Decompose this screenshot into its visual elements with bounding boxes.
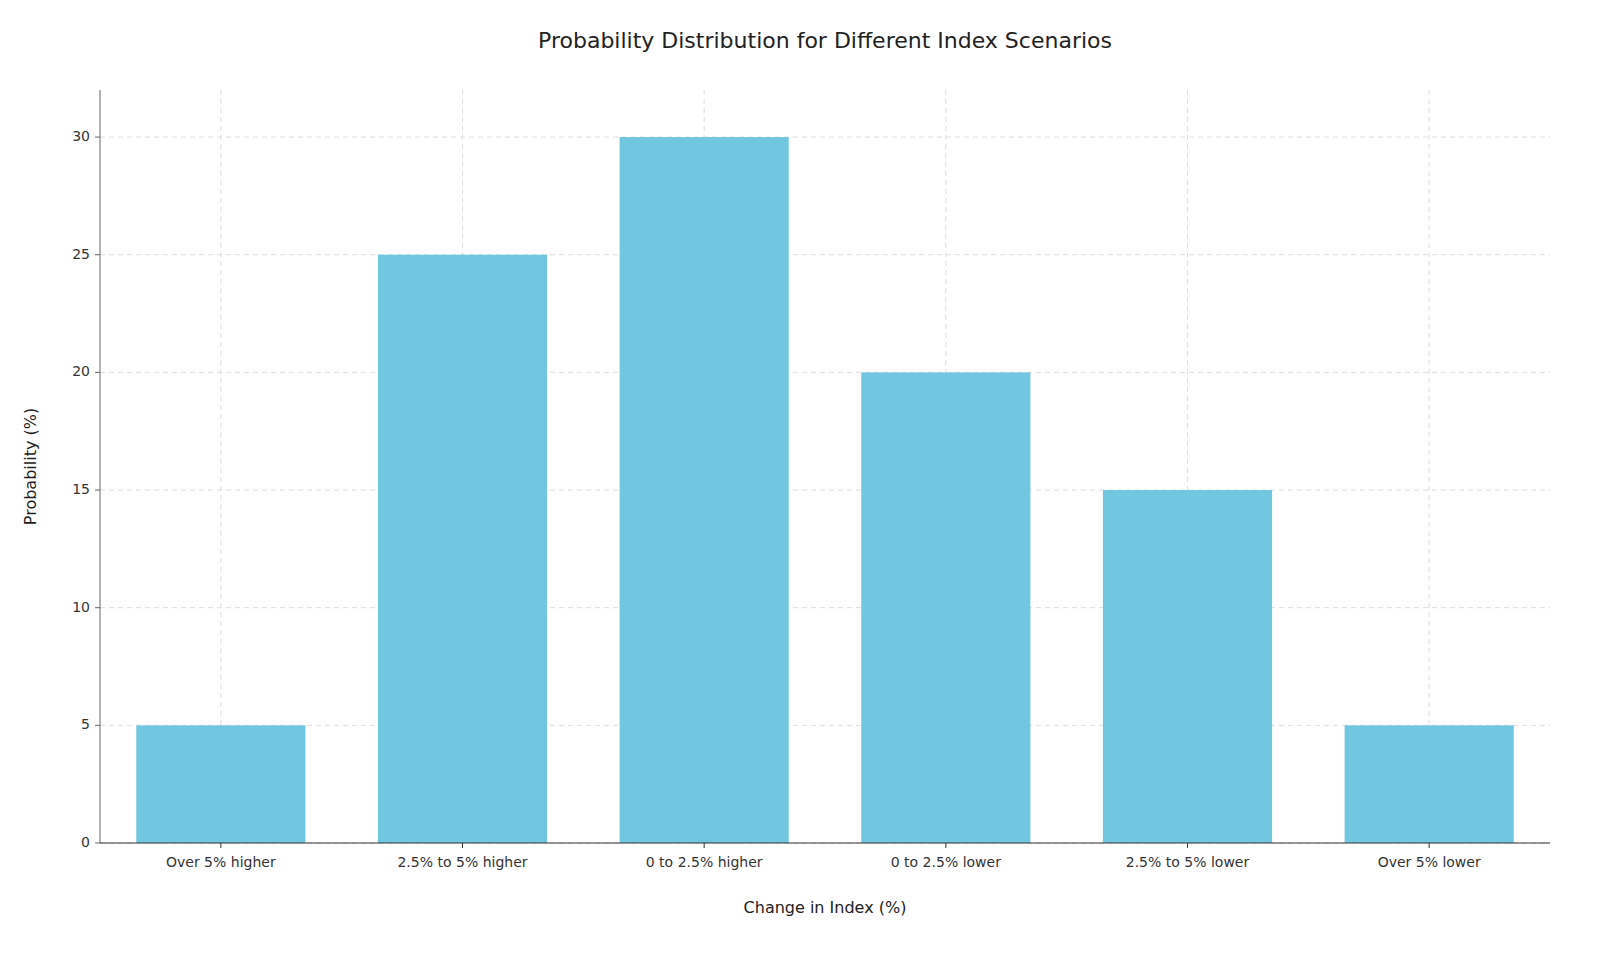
y-tick — [95, 843, 100, 844]
grid-line — [100, 725, 1550, 726]
x-tick-label: 0 to 2.5% higher — [646, 854, 763, 870]
grid-line — [100, 137, 1550, 138]
bar — [620, 137, 789, 843]
grid-line — [100, 254, 1550, 255]
grid-line — [100, 490, 1550, 491]
bar — [378, 255, 547, 843]
x-tick — [220, 843, 221, 848]
x-tick-label: Over 5% lower — [1378, 854, 1481, 870]
y-tick — [95, 607, 100, 608]
bar — [1103, 490, 1272, 843]
x-tick-label: Over 5% higher — [166, 854, 276, 870]
axes: 0 5 10 15 20 25 30 Over 5% higher 2.5% to 5% hig… — [72, 90, 1550, 870]
x-tick-label: 2.5% to 5% higher — [397, 854, 527, 870]
x-tick — [704, 843, 705, 848]
x-tick — [1429, 843, 1430, 848]
x-tick — [462, 843, 463, 848]
x-axis-label: Change in Index (%) — [744, 898, 907, 917]
bar — [861, 372, 1030, 843]
chart: 0 5 10 15 20 25 30 Over 5% higher 2.5% to 5% hig… — [0, 0, 1600, 953]
grid-line — [100, 607, 1550, 608]
bar — [1345, 725, 1514, 843]
chart-container: 0 5 10 15 20 25 30 Over 5% higher 2.5% to 5% hig… — [0, 0, 1600, 953]
title: Probability Distribution for Different I… — [538, 28, 1112, 53]
y-axis-label: Probability (%) — [21, 408, 40, 525]
bar — [136, 725, 305, 843]
y-tick — [95, 372, 100, 373]
y-tick-label: 15 — [72, 481, 90, 497]
x-tick — [945, 843, 946, 848]
grid — [100, 90, 1550, 843]
y-axis-line — [100, 90, 101, 843]
y-tick-label: 20 — [72, 363, 90, 379]
y-tick-label: 10 — [72, 599, 90, 615]
x-tick-label: 2.5% to 5% lower — [1126, 854, 1250, 870]
y-tick-label: 0 — [81, 834, 90, 850]
y-tick-label: 30 — [72, 128, 90, 144]
x-tick — [1187, 843, 1188, 848]
y-tick — [95, 490, 100, 491]
grid-line — [100, 372, 1550, 373]
y-tick-label: 5 — [81, 716, 90, 732]
y-tick — [95, 254, 100, 255]
grid-line — [100, 843, 1550, 844]
y-tick — [95, 137, 100, 138]
y-tick-label: 25 — [72, 246, 90, 262]
x-axis-line — [100, 842, 1550, 843]
bars — [136, 137, 1514, 843]
x-tick-label: 0 to 2.5% lower — [891, 854, 1001, 870]
y-tick — [95, 725, 100, 726]
